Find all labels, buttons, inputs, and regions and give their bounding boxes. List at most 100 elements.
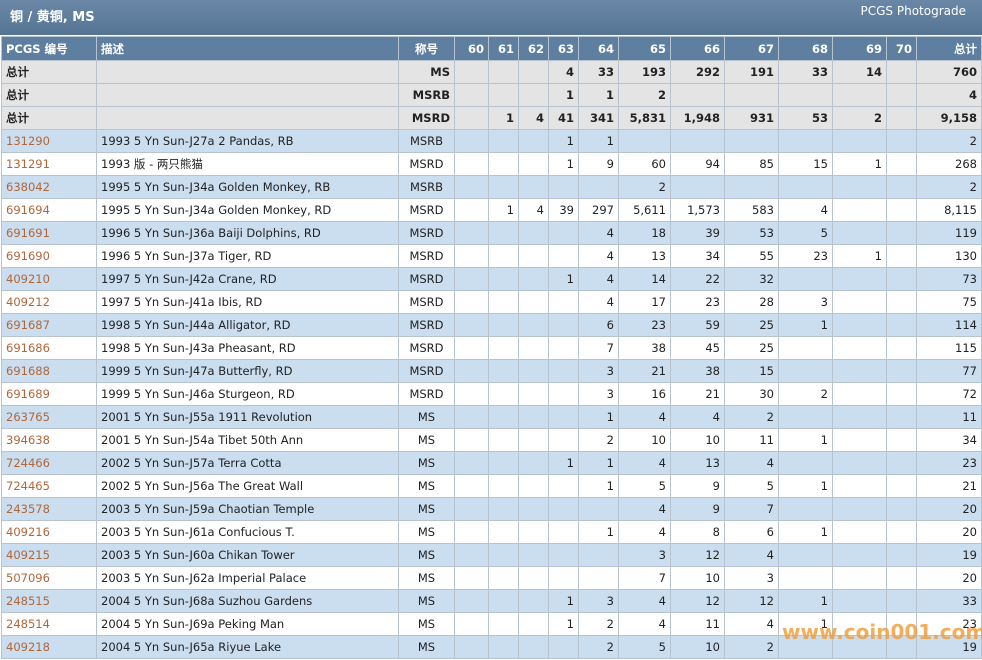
cell: 5,611	[618, 198, 671, 222]
cell: 34	[670, 244, 725, 268]
pcgs-number-link[interactable]: 691688	[1, 359, 97, 383]
cell	[832, 382, 887, 406]
pcgs-number-link[interactable]: 263765	[1, 405, 97, 429]
cell: 193	[618, 60, 671, 84]
cell: 5	[724, 474, 779, 498]
pcgs-number-link[interactable]: 724466	[1, 451, 97, 475]
pcgs-number-link[interactable]: 394638	[1, 428, 97, 452]
cell	[454, 382, 489, 406]
cell	[488, 474, 519, 498]
cell: MSRB	[398, 129, 455, 153]
pcgs-number-link[interactable]: 409218	[1, 635, 97, 659]
cell: 2003 5 Yn Sun-J60a Chikan Tower	[96, 543, 399, 567]
cell	[670, 129, 725, 153]
cell: 130	[916, 244, 982, 268]
watermark: www.coin001.com	[782, 620, 982, 644]
column-header: 64	[578, 36, 619, 61]
pcgs-number-link[interactable]: 131290	[1, 129, 97, 153]
cell: 9	[578, 152, 619, 176]
data-row: 691690 1996 5 Yn Sun-J37a Tiger, RD MSRD 4 1…	[1, 244, 982, 268]
pcgs-number-link[interactable]: 691689	[1, 382, 97, 406]
cell: MS	[398, 589, 455, 613]
cell	[548, 566, 579, 590]
cell	[96, 106, 399, 130]
pcgs-number-link[interactable]: 248514	[1, 612, 97, 636]
pcgs-number-link[interactable]: 409216	[1, 520, 97, 544]
cell	[488, 244, 519, 268]
cell: MS	[398, 428, 455, 452]
cell: 77	[916, 359, 982, 383]
pcgs-number-link[interactable]: 691690	[1, 244, 97, 268]
cell: 4	[618, 589, 671, 613]
cell	[886, 428, 917, 452]
pcgs-number-link[interactable]: 691687	[1, 313, 97, 337]
pcgs-number-link[interactable]: 409212	[1, 290, 97, 314]
cell: 19	[916, 635, 982, 659]
photograde-link[interactable]: PCGS Photograde	[860, 4, 966, 18]
data-row: 248514 2004 5 Yn Sun-J69a Peking Man MS 1 2 4…	[1, 612, 982, 636]
data-row: 248515 2004 5 Yn Sun-J68a Suzhou Gardens M…	[1, 589, 982, 613]
cell	[488, 635, 519, 659]
cell	[454, 221, 489, 245]
cell	[548, 543, 579, 567]
cell: 11	[916, 405, 982, 429]
cell	[454, 313, 489, 337]
pcgs-number-link[interactable]: 691686	[1, 336, 97, 360]
pcgs-number-link[interactable]: 724465	[1, 474, 97, 498]
data-row: 691686 1998 5 Yn Sun-J43a Pheasant, RD MSR…	[1, 336, 982, 360]
cell	[886, 221, 917, 245]
column-header: 68	[778, 36, 833, 61]
cell: 2003 5 Yn Sun-J62a Imperial Palace	[96, 566, 399, 590]
data-row: 691688 1999 5 Yn Sun-J47a Butterfly, RD MS…	[1, 359, 982, 383]
cell: 1	[488, 106, 519, 130]
pcgs-number-link[interactable]: 409215	[1, 543, 97, 567]
pcgs-number-link[interactable]: 131291	[1, 152, 97, 176]
cell	[886, 198, 917, 222]
cell	[518, 244, 549, 268]
cell: 2	[578, 612, 619, 636]
cell: 4	[578, 244, 619, 268]
pcgs-number-link[interactable]: 507096	[1, 566, 97, 590]
cell: 5	[618, 635, 671, 659]
pcgs-number-link[interactable]: 409210	[1, 267, 97, 291]
pcgs-number-link[interactable]: 691694	[1, 198, 97, 222]
cell	[454, 635, 489, 659]
cell: 1	[548, 612, 579, 636]
pcgs-number-link[interactable]: 638042	[1, 175, 97, 199]
cell: MSRB	[398, 83, 455, 107]
cell: 119	[916, 221, 982, 245]
cell: 2001 5 Yn Sun-J54a Tibet 50th Ann	[96, 428, 399, 452]
cell: 32	[724, 267, 779, 291]
cell	[454, 520, 489, 544]
pcgs-number-link[interactable]: 248515	[1, 589, 97, 613]
pcgs-number-link[interactable]: 243578	[1, 497, 97, 521]
cell	[454, 497, 489, 521]
cell	[832, 336, 887, 360]
cell	[454, 543, 489, 567]
cell	[618, 129, 671, 153]
cell: 94	[670, 152, 725, 176]
cell: 1	[832, 244, 887, 268]
cell	[518, 267, 549, 291]
cell: 4	[618, 451, 671, 475]
cell	[488, 612, 519, 636]
cell: 1999 5 Yn Sun-J46a Sturgeon, RD	[96, 382, 399, 406]
cell: 1997 5 Yn Sun-J41a Ibis, RD	[96, 290, 399, 314]
cell: 931	[724, 106, 779, 130]
cell: 73	[916, 267, 982, 291]
cell: 总计	[1, 106, 97, 130]
pcgs-number-link[interactable]: 691691	[1, 221, 97, 245]
cell: 28	[724, 290, 779, 314]
cell	[454, 290, 489, 314]
cell: 总计	[1, 60, 97, 84]
cell	[488, 83, 519, 107]
cell: 21	[618, 359, 671, 383]
total-row: 总计 MSRB 1 1 2 4	[1, 83, 982, 107]
cell	[518, 428, 549, 452]
header-row: PCGS 编号 描述 称号 60 61 62 63 64 65 66 67 68 69 70 总计	[1, 36, 982, 61]
cell	[670, 175, 725, 199]
cell	[886, 497, 917, 521]
cell	[488, 589, 519, 613]
cell	[548, 635, 579, 659]
